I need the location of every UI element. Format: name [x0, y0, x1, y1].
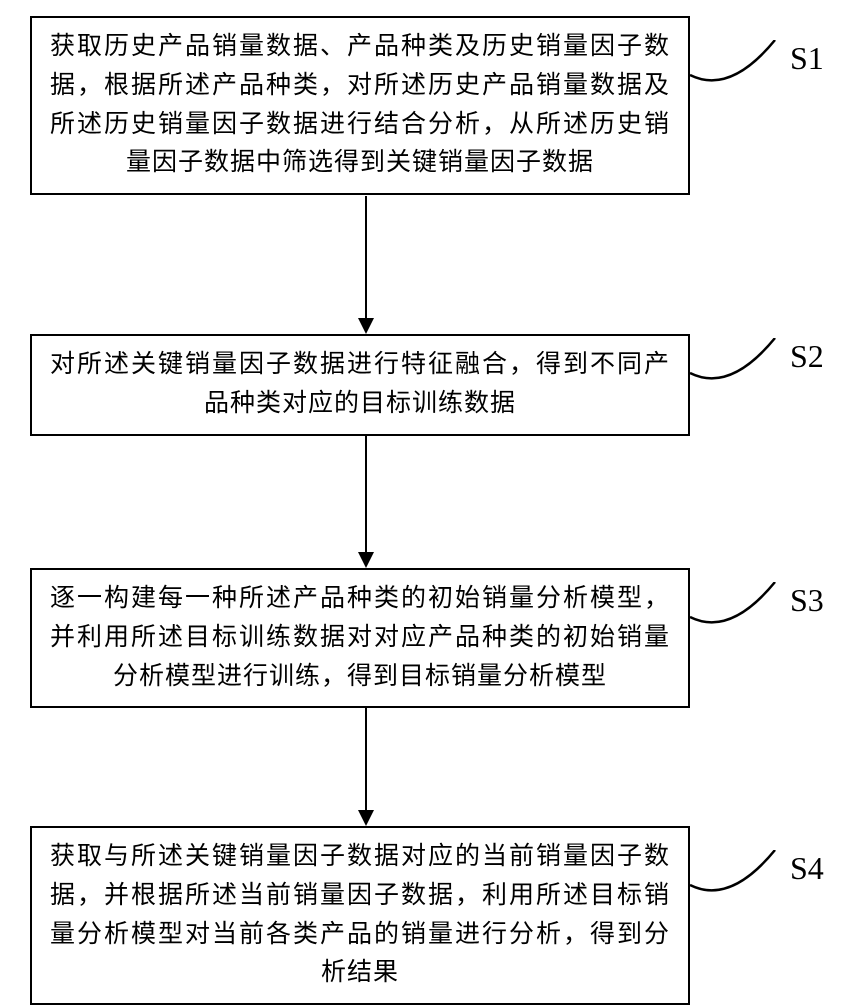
- step-s1-box: 获取历史产品销量数据、产品种类及历史销量因子数据，根据所述产品种类，对所述历史产…: [30, 16, 690, 195]
- flowchart-container: 获取历史产品销量数据、产品种类及历史销量因子数据，根据所述产品种类，对所述历史产…: [0, 0, 855, 1000]
- step-s4-text: 获取与所述关键销量因子数据对应的当前销量因子数据，并根据所述当前销量因子数据，利…: [50, 843, 670, 986]
- step-s3-label: S3: [790, 582, 824, 619]
- step-s4-container: 获取与所述关键销量因子数据对应的当前销量因子数据，并根据所述当前销量因子数据，利…: [30, 826, 690, 1005]
- step-s2-text: 对所述关键销量因子数据进行特征融合，得到不同产品种类对应的目标训练数据: [50, 351, 670, 417]
- step-s3-container: 逐一构建每一种所述产品种类的初始销量分析模型，并利用所述目标训练数据对对应产品种…: [30, 568, 690, 708]
- step-s3-curve: [690, 582, 790, 642]
- connector-arrowhead: [358, 318, 374, 334]
- connector-s1-s2: [358, 196, 374, 334]
- connector-s3-s4: [358, 708, 374, 826]
- connector-line: [365, 708, 367, 810]
- step-s3-box: 逐一构建每一种所述产品种类的初始销量分析模型，并利用所述目标训练数据对对应产品种…: [30, 568, 690, 708]
- step-s2-container: 对所述关键销量因子数据进行特征融合，得到不同产品种类对应的目标训练数据: [30, 334, 690, 436]
- step-s1-text: 获取历史产品销量数据、产品种类及历史销量因子数据，根据所述产品种类，对所述历史产…: [50, 33, 670, 176]
- step-s4-box: 获取与所述关键销量因子数据对应的当前销量因子数据，并根据所述当前销量因子数据，利…: [30, 826, 690, 1005]
- connector-line: [365, 436, 367, 552]
- step-s2-box: 对所述关键销量因子数据进行特征融合，得到不同产品种类对应的目标训练数据: [30, 334, 690, 436]
- step-s1-label: S1: [790, 40, 824, 77]
- connector-arrowhead: [358, 552, 374, 568]
- connector-arrowhead: [358, 810, 374, 826]
- step-s2-curve: [690, 338, 790, 398]
- step-s4-curve: [690, 850, 790, 910]
- step-s2-label: S2: [790, 338, 824, 375]
- connector-s2-s3: [358, 436, 374, 568]
- step-s4-label: S4: [790, 850, 824, 887]
- step-s1-curve: [690, 40, 790, 100]
- step-s3-text: 逐一构建每一种所述产品种类的初始销量分析模型，并利用所述目标训练数据对对应产品种…: [50, 585, 670, 690]
- connector-line: [365, 196, 367, 318]
- step-s1-container: 获取历史产品销量数据、产品种类及历史销量因子数据，根据所述产品种类，对所述历史产…: [30, 16, 690, 195]
